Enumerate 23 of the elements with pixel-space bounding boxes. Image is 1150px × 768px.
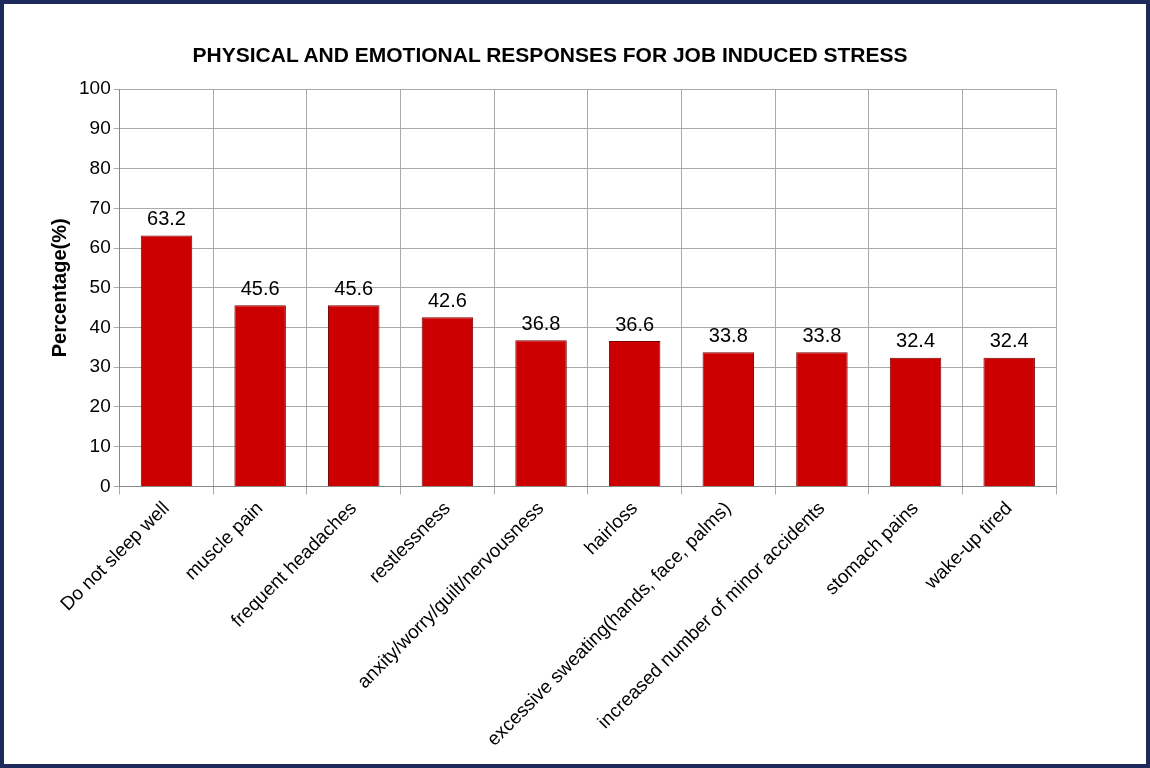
data-label: 45.6 (240, 276, 280, 299)
data-label: 32.4 (989, 329, 1029, 352)
data-label: 32.4 (896, 329, 936, 352)
data-label: 45.6 (334, 276, 374, 299)
y-tick-label: 20 (89, 395, 111, 417)
y-tick-label: 90 (89, 117, 111, 139)
data-label: 63.2 (147, 206, 186, 229)
y-tick-label: 10 (89, 434, 111, 456)
data-label: 36.8 (521, 311, 561, 334)
data-label: 42.6 (427, 288, 467, 311)
y-axis-title: Percentage(%) (47, 218, 70, 358)
y-tick-label: 50 (89, 276, 111, 298)
y-tick-label: 0 (100, 474, 111, 496)
data-label: 36.6 (615, 312, 655, 335)
y-tick-label: 80 (89, 156, 111, 178)
chart-title: PHYSICAL AND EMOTIONAL RESPONSES FOR JOB INDUCED STRESS (192, 43, 908, 67)
data-label: 33.8 (708, 323, 748, 346)
y-tick-label: 70 (89, 196, 111, 218)
data-label: 33.8 (802, 323, 842, 346)
y-tick-label: 60 (89, 236, 111, 258)
y-tick-label: 30 (89, 355, 111, 377)
y-tick-label: 100 (79, 77, 111, 99)
y-tick-label: 40 (89, 315, 111, 337)
